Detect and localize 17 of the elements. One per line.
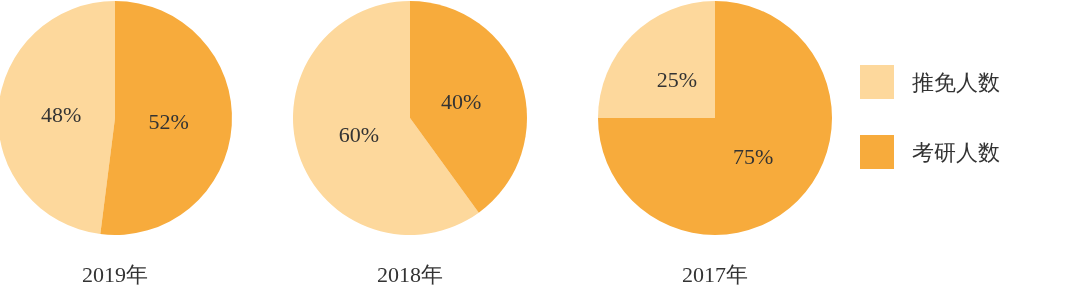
pie-slice — [293, 1, 479, 235]
data-label: 52% — [148, 108, 189, 134]
pie-slice — [410, 1, 527, 213]
data-label: 48% — [41, 102, 82, 128]
pie-slice — [100, 1, 232, 235]
pie-slice — [598, 1, 832, 235]
data-label: 40% — [441, 88, 482, 114]
text: 2019年 — [82, 262, 148, 287]
data-label: 75% — [732, 143, 774, 169]
text: 2018年 — [377, 262, 443, 287]
legend-label: 考研人数 — [912, 139, 1000, 165]
data-label: 25% — [656, 67, 698, 93]
data-label: 60% — [338, 122, 379, 148]
pie-slice — [598, 1, 715, 118]
legend-label: 推免人数 — [912, 69, 1000, 95]
text: 2017年 — [682, 262, 748, 287]
pie-slice — [0, 1, 115, 235]
